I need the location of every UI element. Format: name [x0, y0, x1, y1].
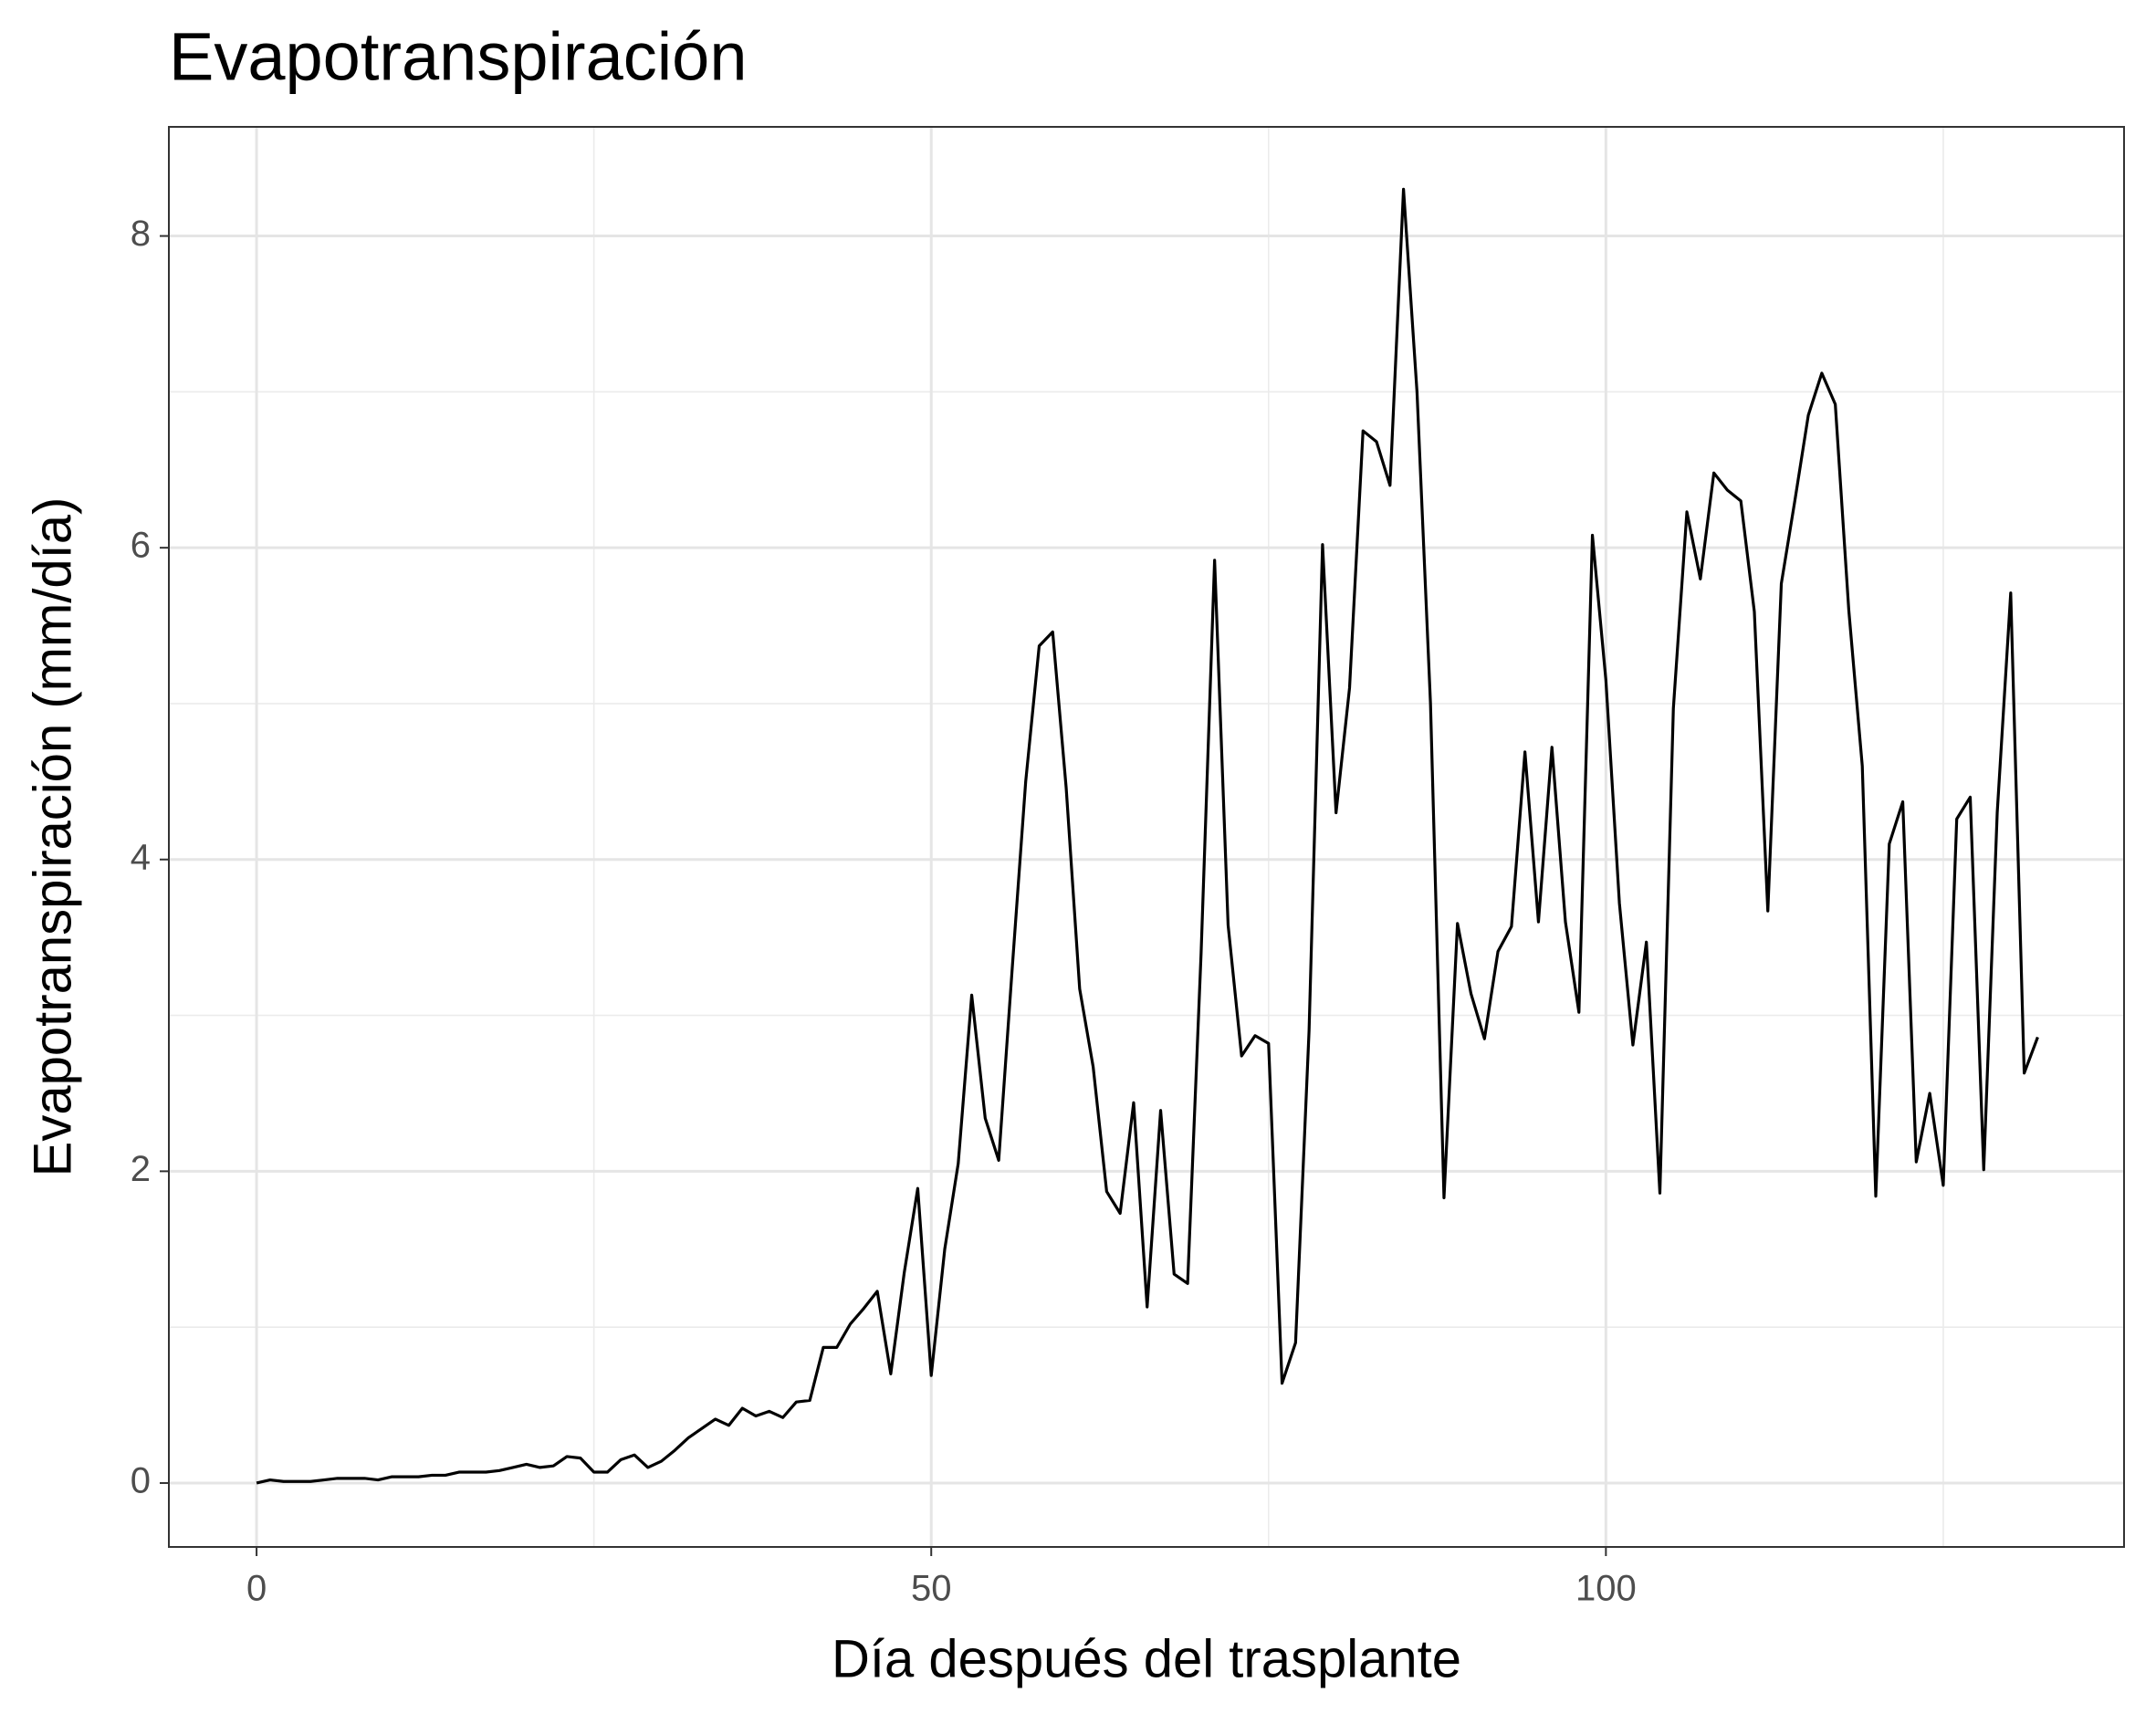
- y-tick-label: 8: [131, 214, 151, 254]
- data-line: [256, 187, 2039, 1485]
- y-tick-label: 2: [131, 1149, 151, 1189]
- x-axis-label: Día después del trasplante: [832, 1629, 1461, 1688]
- y-tick-label: 0: [131, 1461, 151, 1501]
- x-tick-label: 0: [246, 1569, 267, 1609]
- panel-border: [168, 126, 2125, 1548]
- y-tick-label: 6: [131, 526, 151, 566]
- y-axis-label: Evapotranspiración (mm/día): [23, 497, 82, 1177]
- chart-title: Evapotranspiración: [169, 19, 747, 95]
- x-tick-label: 50: [911, 1569, 952, 1609]
- x-tick-label: 100: [1575, 1569, 1637, 1609]
- y-tick-label: 4: [131, 837, 151, 877]
